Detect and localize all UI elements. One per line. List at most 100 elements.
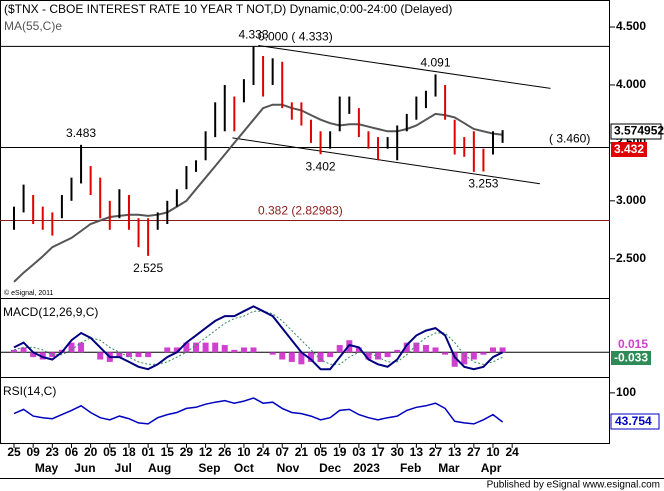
x-tick-label: 27 (467, 445, 481, 459)
rsi-label: RSI(14,C) (3, 384, 56, 398)
x-tick-label: 05 (103, 445, 117, 459)
chart-title: ($TNX - CBOE INTEREST RATE 10 YEAR T NOT… (4, 2, 452, 16)
last-close-label: 3.432 (614, 142, 644, 156)
macd-histogram (269, 352, 276, 355)
y-tick-label: 2.500 (616, 251, 646, 265)
macd-histogram (298, 352, 305, 365)
level-label: ( 3.460) (549, 132, 590, 146)
y-tick-label: 4.000 (616, 77, 646, 91)
x-tick-label: 24 (256, 445, 270, 459)
x-tick-label: 18 (122, 445, 136, 459)
trendline (258, 45, 551, 89)
macd-histogram (432, 347, 439, 353)
macd-histogram (442, 352, 449, 355)
x-tick-label: 29 (180, 445, 194, 459)
macd-histogram (375, 352, 382, 360)
price-annotation: 3.402 (306, 159, 336, 173)
x-tick-label: 13 (410, 445, 424, 459)
x-tick-label: 26 (218, 445, 232, 459)
macd-histogram (30, 352, 37, 358)
macd-histogram (480, 352, 487, 355)
moving-average (13, 103, 503, 283)
x-tick-label: 06 (65, 445, 79, 459)
macd-histogram (394, 349, 401, 353)
macd-histogram (202, 342, 209, 353)
macd-histogram (499, 347, 506, 353)
x-tick-label: 23 (46, 445, 60, 459)
macd-histogram (221, 345, 228, 353)
macd-histogram (145, 352, 152, 358)
month-label: 2023 (353, 461, 380, 475)
price-annotation: 4.333 (238, 28, 268, 42)
macd-histogram (231, 349, 238, 353)
y-tick-label: 4.500 (616, 19, 646, 33)
macd-histogram (307, 352, 314, 362)
trendline (232, 137, 541, 185)
macd-histogram (288, 352, 295, 362)
macd-histogram (20, 347, 27, 353)
month-label: Dec (319, 461, 341, 475)
level-label: 0.382 (2.82983) (258, 204, 343, 218)
month-label: Sep (198, 461, 220, 475)
macd-histogram (250, 347, 257, 353)
macd-histogram (183, 342, 190, 353)
rsi-last-label: 43.754 (615, 414, 652, 428)
x-tick-label: 07 (276, 445, 290, 459)
macd-histogram (461, 352, 468, 365)
month-label: Nov (277, 461, 300, 475)
macd-signal-box (611, 351, 651, 365)
copyright: © eSignal, 2011 (4, 289, 54, 297)
level-label: 0.000 ( 4.333) (258, 30, 333, 44)
last-price-label: 3.574952 (614, 124, 664, 138)
macd-histogram (403, 342, 410, 353)
last-price-box (610, 123, 662, 140)
x-tick-label: 15 (161, 445, 175, 459)
macd-signal-label: -0.033 (614, 351, 648, 365)
macd-histogram (470, 352, 477, 360)
macd-histogram (413, 342, 420, 353)
x-tick-label: 09 (26, 445, 40, 459)
macd-histogram (336, 345, 343, 353)
x-tick-label: 24 (505, 445, 519, 459)
x-tick-label: 01 (141, 445, 155, 459)
price-annotation: 3.483 (66, 126, 96, 140)
macd-histogram (327, 352, 334, 358)
x-tick-label: 27 (429, 445, 443, 459)
macd-histogram (125, 352, 132, 358)
month-label: Jul (115, 461, 132, 475)
macd-histogram (365, 352, 372, 360)
y-tick-label: 3.000 (616, 193, 646, 207)
macd-histogram (317, 352, 324, 362)
rsi-last-box (610, 413, 660, 430)
macd-histogram (355, 347, 362, 353)
price-annotation: 3.253 (468, 177, 498, 191)
price-annotation: 2.525 (133, 261, 163, 275)
x-tick-label: 03 (352, 445, 366, 459)
macd-histogram (193, 342, 200, 353)
macd-histogram (212, 342, 219, 353)
x-tick-label: 19 (333, 445, 347, 459)
month-label: Oct (234, 461, 254, 475)
x-tick-label: 10 (486, 445, 500, 459)
macd-label: MACD(12,26,9,C) (3, 305, 98, 319)
macd-histogram (384, 352, 391, 358)
rsi-tick-label: 100 (616, 385, 636, 399)
macd-signal (13, 310, 503, 365)
macd-hist-label: 0.015 (618, 337, 648, 351)
month-label: Mar (438, 461, 460, 475)
x-tick-label: 05 (314, 445, 328, 459)
macd-histogram (490, 347, 496, 353)
x-tick-label: 20 (84, 445, 98, 459)
ma-label: MA(55,C)e (4, 19, 62, 33)
plot-frame (0, 0, 610, 444)
macd-histogram (39, 352, 46, 360)
x-tick-label: 10 (237, 445, 251, 459)
macd-histogram (97, 352, 104, 360)
price-annotation: 4.091 (421, 56, 451, 70)
macd-histogram (451, 352, 458, 367)
x-tick-label: 30 (391, 445, 405, 459)
x-tick-label: 21 (295, 445, 309, 459)
rsi-line (13, 397, 504, 425)
